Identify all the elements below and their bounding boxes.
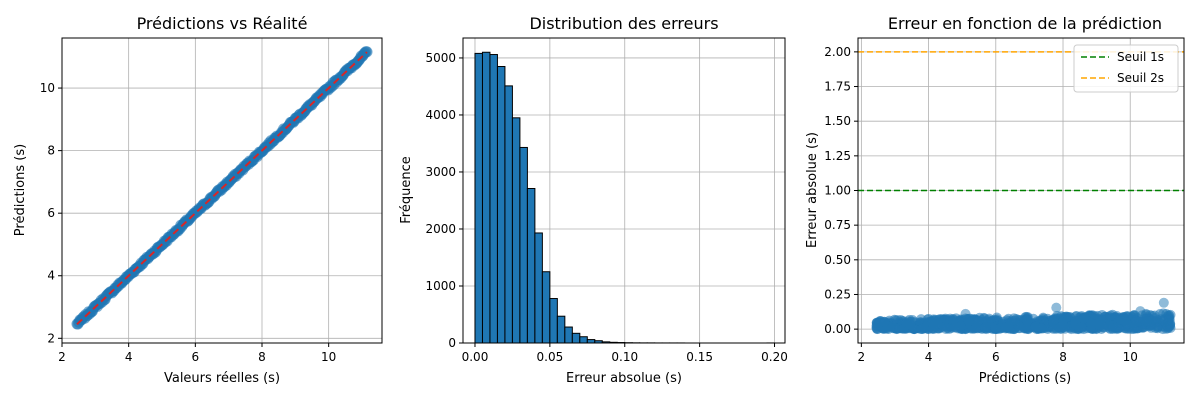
- p3-point: [1003, 321, 1014, 332]
- p2-bar-15: [586, 339, 596, 344]
- p3-outlier-2: [1135, 306, 1146, 317]
- panel2-title: Distribution des erreurs: [529, 14, 718, 33]
- p3-point: [905, 319, 916, 330]
- p3-point: [963, 316, 974, 327]
- panel1-ylabel: Prédictions (s): [13, 144, 28, 236]
- panel1-xlabel: Valeurs réelles (s): [164, 371, 280, 386]
- p3-point: [1149, 312, 1160, 323]
- panel-error-vs-prediction: 2 4 6 8 10 0.00 0.25 0.50 0.75 1.00 1.25 1.50 1.75 2.…: [805, 14, 1185, 386]
- p2-bar-14: [579, 336, 588, 344]
- p3-point: [879, 316, 890, 327]
- panel2-frame: [462, 37, 786, 344]
- p1-xtick-label-4: 10: [321, 350, 336, 364]
- p1-ytick-label-2: 6: [47, 206, 55, 220]
- p1-ytick-label-0: 2: [47, 331, 55, 345]
- p1-ytick-label-4: 10: [40, 81, 55, 95]
- p3-point: [1056, 321, 1067, 332]
- p1-xtick-label-3: 8: [258, 350, 266, 364]
- p3-ytick-label-3: 0.75: [824, 218, 851, 232]
- p3-ytick-label-8: 2.00: [824, 45, 851, 59]
- p2-bar-7: [526, 188, 536, 344]
- p2-xtick-label-0: 0.00: [462, 350, 489, 364]
- p3-xtick-label-4: 10: [1123, 350, 1138, 364]
- p2-bar-5: [511, 117, 521, 344]
- p1-xtick-label-0: 2: [58, 350, 66, 364]
- panel3-title: Erreur en fonction de la prédiction: [888, 14, 1162, 33]
- p2-ytick-label-5: 5000: [425, 51, 456, 65]
- p3-point: [1121, 317, 1132, 328]
- p3-point: [1111, 322, 1122, 333]
- p2-xtick-label-1: 0.05: [537, 350, 564, 364]
- p2-bar-8: [534, 232, 543, 344]
- p3-outlier-0: [960, 308, 971, 319]
- p1-point: [361, 46, 373, 58]
- panel2-ylabel: Fréquence: [399, 156, 414, 223]
- p3-point: [1021, 314, 1032, 325]
- p2-bar-0: [474, 52, 483, 344]
- p3-ytick-label-7: 1.75: [824, 80, 851, 94]
- p3-outlier-1: [1051, 302, 1062, 313]
- p2-ytick-label-2: 2000: [425, 222, 456, 236]
- p2-ytick-label-1: 1000: [425, 279, 456, 293]
- p2-bar-9: [541, 271, 551, 344]
- p1-ytick-label-3: 8: [47, 144, 55, 158]
- p2-bar-10: [549, 298, 558, 344]
- p2-ytick-label-0: 0: [448, 336, 456, 350]
- p3-xtick-label-1: 4: [925, 350, 933, 364]
- p3-ytick-label-6: 1.50: [824, 114, 851, 128]
- p3-xtick-label-2: 6: [992, 350, 1000, 364]
- panel3-ylabel: Erreur absolue (s): [805, 132, 820, 248]
- panel2-xlabel: Erreur absolue (s): [566, 371, 682, 386]
- p3-xtick-label-3: 8: [1059, 350, 1067, 364]
- p3-point: [980, 322, 991, 333]
- p1-identity-line: [76, 51, 368, 325]
- p2-bar-12: [564, 326, 573, 344]
- p2-ytick-label-3: 3000: [425, 165, 456, 179]
- panel1-frame: [61, 37, 383, 344]
- legend-label-seuil-1s: Seuil 1s: [1117, 50, 1164, 64]
- p3-point: [1048, 323, 1059, 334]
- p2-bar-1: [481, 51, 491, 344]
- p3-point: [928, 323, 939, 334]
- p3-ytick-label-4: 1.00: [824, 184, 851, 198]
- p2-bar-6: [519, 146, 528, 344]
- p3-ytick-label-1: 0.25: [824, 287, 851, 301]
- p2-bar-2: [489, 54, 498, 344]
- p2-bar-13: [571, 332, 581, 344]
- legend-label-seuil-2s: Seuil 2s: [1117, 71, 1164, 85]
- p3-point: [971, 322, 982, 333]
- panel1-title: Prédictions vs Réalité: [137, 14, 308, 33]
- panel-error-distribution: 0.00 0.05 0.10 0.15 0.20 0 1000 2000 3000 4000 500…: [399, 14, 788, 386]
- panel3-xlabel: Prédictions (s): [979, 371, 1071, 386]
- p3-point: [1141, 316, 1152, 327]
- p3-point: [1076, 322, 1087, 333]
- p3-point: [916, 323, 927, 334]
- p3-point: [1078, 313, 1089, 324]
- p2-xtick-label-4: 0.20: [761, 350, 788, 364]
- p3-point: [942, 323, 953, 334]
- p2-xtick-label-3: 0.15: [686, 350, 713, 364]
- p1-xtick-label-1: 4: [125, 350, 133, 364]
- p1-xtick-label-2: 6: [192, 350, 200, 364]
- p3-ytick-label-5: 1.25: [824, 149, 851, 163]
- p3-point: [1048, 316, 1059, 327]
- p3-point: [1104, 321, 1115, 332]
- p1-ytick-label-1: 4: [47, 269, 55, 283]
- p3-outlier-3: [1158, 297, 1169, 308]
- p3-point: [1105, 310, 1116, 321]
- p2-bar-3: [496, 66, 506, 344]
- p3-xtick-label-0: 2: [858, 350, 866, 364]
- p3-ytick-label-0: 0.00: [824, 322, 851, 336]
- p3-point: [1086, 318, 1097, 329]
- p3-point: [1036, 323, 1047, 334]
- p2-bar-4: [504, 85, 513, 344]
- p2-bar-11: [556, 315, 566, 344]
- p2-xtick-label-2: 0.10: [611, 350, 638, 364]
- panel-predictions-vs-reality: 2 4 6 8 10 2 4 6 8 10 Prédictions vs Réalité Vale…: [13, 14, 383, 386]
- p2-ytick-label-4: 4000: [425, 108, 456, 122]
- panel3-legend: Seuil 1s Seuil 2s: [1073, 44, 1179, 93]
- p3-point: [1163, 318, 1174, 329]
- p3-ytick-label-2: 0.50: [824, 253, 851, 267]
